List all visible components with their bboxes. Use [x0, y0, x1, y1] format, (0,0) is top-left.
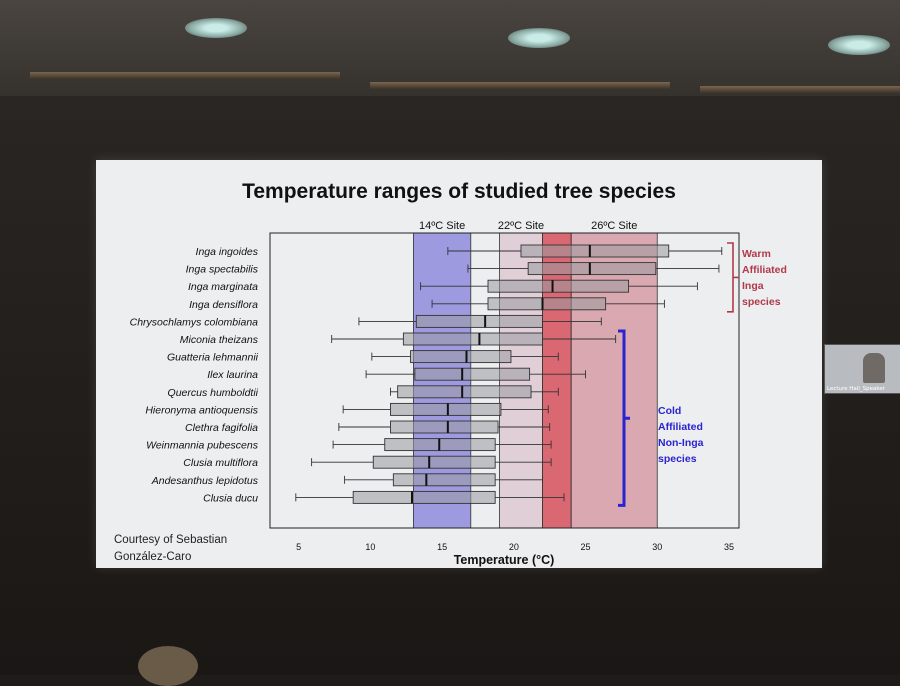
ceiling-light — [828, 35, 890, 55]
species-label: Weinmannia pubescens — [146, 440, 259, 452]
group-label: Cold — [658, 405, 681, 417]
group-label: Warm — [742, 248, 771, 260]
species-label: Inga densiflora — [189, 299, 258, 311]
x-tick-label: 30 — [652, 542, 662, 552]
species-label: Hieronyma antioquensis — [145, 404, 258, 416]
ceiling — [0, 0, 900, 96]
courtesy-note: González-Caro — [114, 551, 191, 563]
site-band — [542, 232, 572, 529]
species-label: Quercus humboldtii — [168, 387, 259, 399]
ceiling-rail — [370, 82, 670, 89]
species-label: Chrysochlamys colombiana — [130, 316, 259, 328]
iqr-box — [527, 262, 657, 276]
species-label: Inga ingoides — [196, 246, 259, 258]
iqr-box — [415, 314, 543, 328]
site-band-label: 22ºC Site — [498, 220, 544, 232]
x-tick-label: 20 — [509, 542, 519, 552]
x-tick-label: 35 — [724, 542, 734, 552]
x-axis-label: Temperature (°C) — [454, 553, 555, 567]
species-label: Inga marginata — [188, 281, 258, 293]
iqr-box — [397, 385, 532, 399]
iqr-box — [372, 455, 496, 469]
iqr-box — [392, 473, 496, 487]
ceiling-rail — [30, 72, 340, 79]
courtesy-note: Courtesy of Sebastian — [114, 534, 227, 546]
species-label: Clusia multiflora — [183, 457, 258, 469]
iqr-box — [402, 332, 543, 346]
group-label: Inga — [742, 280, 764, 292]
x-tick-label: 25 — [581, 542, 591, 552]
iqr-box — [352, 490, 496, 504]
chart-title: Temperature ranges of studied tree speci… — [242, 180, 676, 203]
species-label: Andesanthus lepidotus — [151, 475, 259, 487]
group-label: Affiliated — [658, 421, 703, 433]
x-tick-label: 10 — [365, 542, 375, 552]
species-label: Miconia theizans — [180, 334, 259, 346]
plot-frame — [269, 232, 740, 529]
speaker-video-thumbnail[interactable]: Lecture Hall_Speaker — [824, 344, 900, 394]
group-label: species — [742, 296, 781, 308]
audience-head — [138, 646, 198, 686]
group-label: species — [658, 453, 697, 465]
site-band — [570, 232, 658, 529]
x-tick-label: 15 — [437, 542, 447, 552]
iqr-box — [390, 402, 502, 416]
speaker-figure — [863, 353, 885, 383]
iqr-box — [414, 367, 531, 381]
group-bracket — [727, 242, 739, 313]
species-label: Inga spectabilis — [186, 264, 259, 276]
group-bracket — [618, 329, 630, 507]
species-label: Guatteria lehmannii — [167, 352, 259, 364]
ceiling-light — [185, 18, 247, 38]
species-label: Clusia ducu — [203, 492, 258, 504]
iqr-box — [487, 297, 607, 311]
species-label: Ilex laurina — [207, 369, 258, 381]
group-label: Non-Inga — [658, 437, 704, 449]
ceiling-rail — [700, 86, 900, 93]
species-label: Clethra fagifolia — [185, 422, 258, 434]
site-band-label: 26ºC Site — [591, 220, 637, 232]
speaker-video-label: Lecture Hall_Speaker — [827, 386, 885, 392]
group-label: Affiliated — [742, 264, 787, 276]
iqr-box — [487, 279, 630, 293]
iqr-box — [520, 244, 670, 258]
boxplot-chart: Temperature ranges of studied tree speci… — [114, 180, 787, 567]
x-tick-label: 5 — [296, 542, 301, 552]
projected-slide: Temperature ranges of studied tree speci… — [96, 160, 822, 568]
site-band-label: 14ºC Site — [419, 220, 465, 232]
ceiling-light — [508, 28, 570, 48]
iqr-box — [410, 350, 512, 364]
iqr-box — [390, 420, 499, 434]
